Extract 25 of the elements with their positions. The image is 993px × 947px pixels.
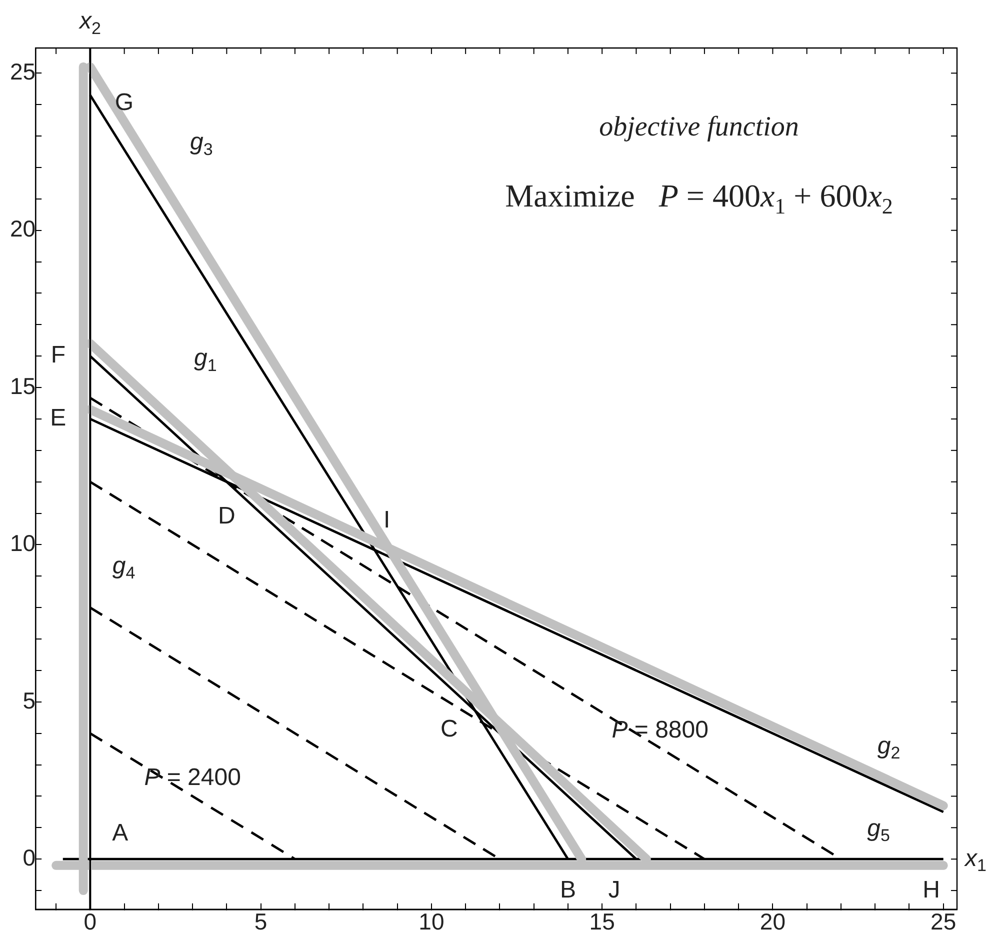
annotation: F — [50, 342, 66, 369]
x-tick-label: 25 — [930, 908, 956, 935]
annotation: J — [608, 876, 620, 904]
y-tick-label: 0 — [22, 844, 36, 870]
annotation: E — [50, 404, 66, 432]
annotation: H — [922, 876, 940, 904]
annotation: A — [112, 820, 128, 847]
y-tick-label: 25 — [10, 58, 36, 84]
annotation: P = 2400 — [144, 764, 241, 791]
x-tick-label: 20 — [760, 908, 786, 935]
annotation: C — [440, 715, 458, 742]
y-tick-label: 15 — [10, 372, 36, 399]
x-tick-label: 15 — [589, 908, 615, 935]
x-tick-label: 10 — [418, 908, 444, 935]
annotation: B — [560, 876, 576, 904]
annotation: I — [384, 506, 390, 534]
annotation: D — [218, 502, 236, 530]
x-tick-label: 0 — [84, 908, 97, 935]
y-tick-label: 5 — [22, 687, 36, 714]
y-tick-label: 10 — [10, 530, 36, 556]
y-tick-label: 20 — [10, 216, 36, 242]
x-tick-label: 5 — [254, 908, 268, 935]
annotation: P = 8800 — [612, 716, 708, 744]
annotation: G — [114, 88, 134, 116]
annotation: objective function — [599, 111, 799, 142]
